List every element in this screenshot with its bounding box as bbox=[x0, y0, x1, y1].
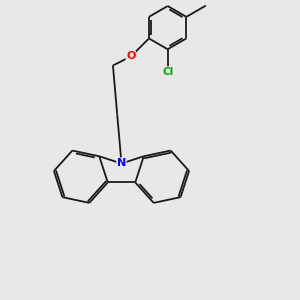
Text: O: O bbox=[126, 52, 136, 61]
Text: N: N bbox=[117, 158, 126, 168]
Text: Cl: Cl bbox=[162, 67, 173, 77]
